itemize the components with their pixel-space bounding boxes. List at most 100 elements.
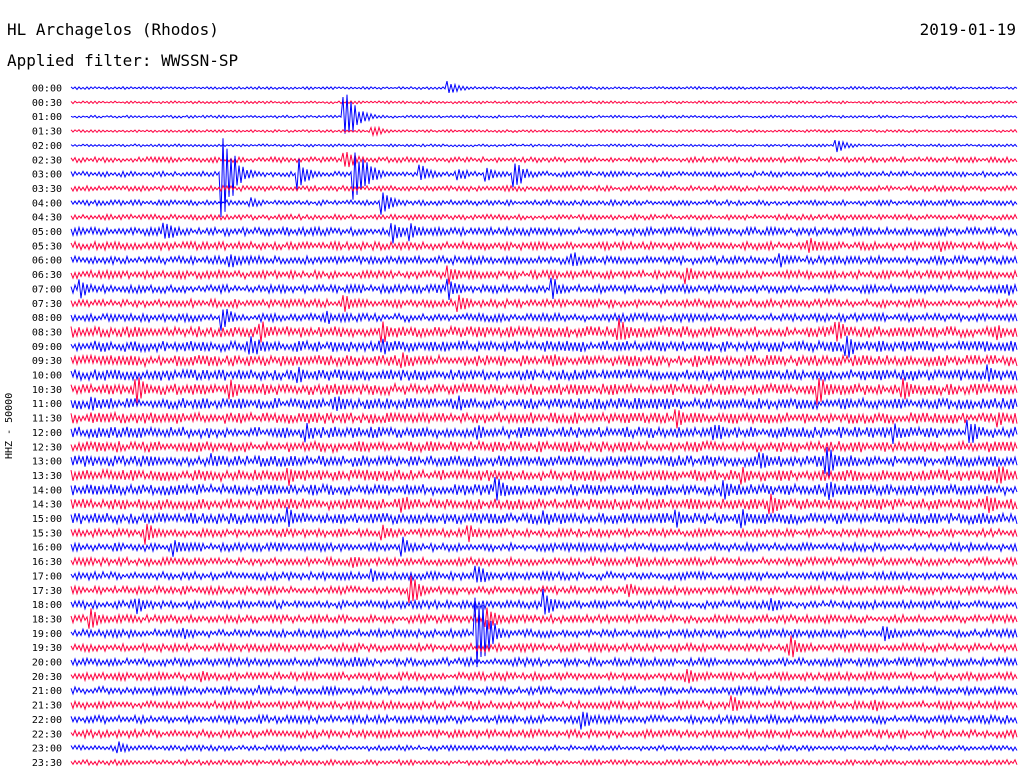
- trace-2030: [70, 669, 1018, 684]
- trace-0200: [70, 139, 1018, 153]
- time-label-0430: 04:30: [32, 213, 62, 224]
- time-label-1100: 11:00: [32, 399, 62, 410]
- trace-0100: [70, 94, 1018, 134]
- trace-2330: [70, 758, 1018, 767]
- time-label-1000: 10:00: [32, 371, 62, 382]
- trace-1500: [70, 506, 1018, 529]
- time-label-1800: 18:00: [32, 600, 62, 611]
- trace-1200: [70, 419, 1018, 445]
- filter-label: Applied filter: WWSSN-SP: [7, 51, 239, 70]
- time-label-0400: 04:00: [32, 198, 62, 209]
- trace-1630: [70, 555, 1018, 568]
- time-label-0900: 09:00: [32, 342, 62, 353]
- trace-1330: [70, 466, 1018, 486]
- time-label-1030: 10:30: [32, 385, 62, 396]
- trace-1900: [70, 597, 1018, 668]
- time-label-0530: 05:30: [32, 241, 62, 252]
- time-label-1430: 14:30: [32, 500, 62, 511]
- trace-0600: [70, 252, 1018, 268]
- trace-0730: [70, 294, 1018, 312]
- trace-1300: [70, 447, 1018, 477]
- time-label-0030: 00:30: [32, 98, 62, 109]
- time-label-0800: 08:00: [32, 313, 62, 324]
- trace-0430: [70, 212, 1018, 222]
- time-label-0700: 07:00: [32, 284, 62, 295]
- trace-0500: [70, 222, 1018, 244]
- time-label-1130: 11:30: [32, 414, 62, 425]
- trace-2000: [70, 655, 1018, 669]
- time-label-1630: 16:30: [32, 557, 62, 568]
- time-label-1400: 14:00: [32, 485, 62, 496]
- time-label-1530: 15:30: [32, 528, 62, 539]
- trace-1930: [70, 635, 1018, 658]
- time-label-1830: 18:30: [32, 614, 62, 625]
- trace-1400: [70, 477, 1018, 501]
- trace-2200: [70, 711, 1018, 730]
- time-label-0230: 02:30: [32, 155, 62, 166]
- trace-1700: [70, 565, 1018, 583]
- trace-1600: [70, 536, 1018, 557]
- trace-0800: [70, 308, 1018, 331]
- time-label-0630: 06:30: [32, 270, 62, 281]
- time-label-1300: 13:00: [32, 457, 62, 468]
- trace-1030: [70, 377, 1018, 405]
- trace-0900: [70, 335, 1018, 358]
- time-label-0830: 08:30: [32, 327, 62, 338]
- trace-1100: [70, 395, 1018, 411]
- time-label-2130: 21:30: [32, 701, 62, 712]
- time-label-0730: 07:30: [32, 299, 62, 310]
- trace-lines: [70, 80, 1018, 767]
- trace-0830: [70, 318, 1018, 343]
- trace-0630: [70, 265, 1018, 285]
- trace-1800: [70, 588, 1018, 615]
- time-label-0100: 01:00: [32, 112, 62, 123]
- trace-1830: [70, 607, 1018, 630]
- time-label-1700: 17:00: [32, 571, 62, 582]
- trace-0000: [70, 80, 1018, 94]
- time-label-0500: 05:00: [32, 227, 62, 238]
- trace-1000: [70, 364, 1018, 384]
- time-label-2200: 22:00: [32, 715, 62, 726]
- time-label-1730: 17:30: [32, 586, 62, 597]
- time-label-1500: 15:00: [32, 514, 62, 525]
- trace-0530: [70, 237, 1018, 253]
- time-label-1200: 12:00: [32, 428, 62, 439]
- trace-0230: [70, 152, 1018, 168]
- time-label-2300: 23:00: [32, 744, 62, 755]
- time-label-2100: 21:00: [32, 686, 62, 697]
- time-label-0000: 00:00: [32, 84, 62, 95]
- trace-0030: [70, 100, 1018, 105]
- station-title: HL Archagelos (Rhodos): [7, 20, 219, 39]
- trace-1730: [70, 575, 1018, 604]
- time-label-0200: 02:00: [32, 141, 62, 152]
- trace-2300: [70, 741, 1018, 754]
- trace-0400: [70, 192, 1018, 215]
- trace-2130: [70, 695, 1018, 712]
- time-label-0130: 01:30: [32, 127, 62, 138]
- time-label-1230: 12:30: [32, 442, 62, 453]
- time-label-2000: 20:00: [32, 658, 62, 669]
- trace-1430: [70, 493, 1018, 515]
- time-label-2230: 22:30: [32, 729, 62, 740]
- trace-0700: [70, 277, 1018, 301]
- time-label-1330: 13:30: [32, 471, 62, 482]
- time-label-1600: 16:00: [32, 543, 62, 554]
- time-label-0930: 09:30: [32, 356, 62, 367]
- trace-1230: [70, 439, 1018, 455]
- record-date: 2019-01-19: [919, 20, 1016, 39]
- trace-1530: [70, 523, 1018, 545]
- time-label-1930: 19:30: [32, 643, 62, 654]
- time-tick-labels: 00:00 00:30 01:00 01:30 02:00 02:30 03:00 03:30…: [32, 84, 62, 769]
- trace-0330: [70, 184, 1018, 193]
- trace-1130: [70, 409, 1018, 429]
- trace-0130: [70, 125, 1018, 138]
- trace-2230: [70, 727, 1018, 740]
- time-label-0330: 03:30: [32, 184, 62, 195]
- time-label-2330: 23:30: [32, 758, 62, 769]
- time-label-2030: 20:30: [32, 672, 62, 683]
- time-label-0300: 03:00: [32, 170, 62, 181]
- time-label-1900: 19:00: [32, 629, 62, 640]
- trace-2100: [70, 684, 1018, 697]
- trace-0930: [70, 352, 1018, 369]
